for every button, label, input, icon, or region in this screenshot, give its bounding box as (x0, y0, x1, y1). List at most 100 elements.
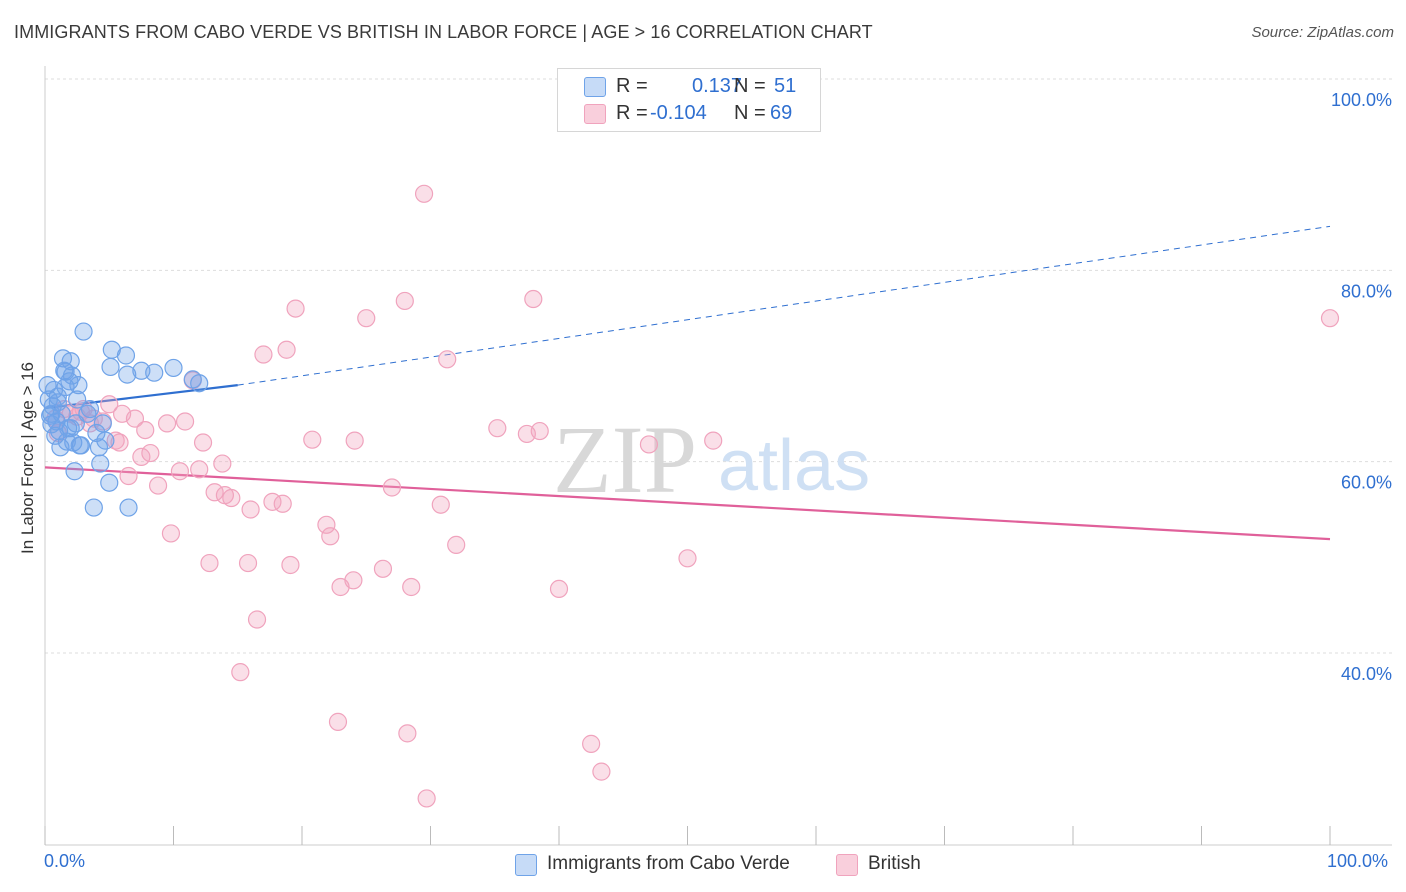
watermark-zip: ZIP (553, 406, 697, 513)
legend-label-cabo-verde: Immigrants from Cabo Verde (547, 853, 790, 874)
point-british (241, 500, 260, 519)
point-cabo-verde (93, 414, 112, 433)
point-cabo-verde (42, 404, 61, 423)
legend-swatch-blue (515, 854, 537, 876)
x-tick-max: 100.0% (1327, 851, 1389, 871)
y-tick-label: 60.0% (1341, 473, 1392, 493)
point-british (175, 412, 195, 431)
point-british (254, 345, 273, 364)
point-british (247, 610, 267, 629)
point-british (344, 571, 363, 590)
point-cabo-verde (48, 387, 67, 406)
point-british (277, 340, 296, 359)
point-british (395, 291, 414, 311)
point-british (100, 395, 119, 414)
point-british (273, 494, 292, 513)
point-british (119, 466, 138, 486)
point-british (438, 350, 457, 369)
trend-line-cabo-verde-dashed (237, 225, 1331, 386)
point-cabo-verde (65, 462, 84, 481)
watermark-atlas: atlas (718, 426, 870, 506)
legend-r-label: R = (616, 75, 648, 97)
point-british (161, 524, 181, 543)
source-label: Source: ZipAtlas.com (1251, 24, 1394, 41)
y-axis-label: In Labor Force | Age > 16 (18, 361, 37, 555)
point-cabo-verde (56, 362, 75, 381)
axes (44, 66, 1392, 846)
point-british (639, 435, 659, 454)
legend-swatch-pink (584, 104, 606, 124)
point-british (345, 431, 364, 450)
point-british (524, 289, 543, 309)
point-british (281, 555, 300, 575)
point-british (402, 577, 421, 597)
points-british (46, 184, 1340, 808)
point-cabo-verde (84, 498, 103, 517)
point-cabo-verde (61, 419, 80, 438)
point-cabo-verde (71, 436, 91, 455)
gridlines (45, 78, 1392, 654)
y-tick-labels: 40.0% 60.0% 80.0% 100.0% (1331, 90, 1392, 684)
point-cabo-verde (116, 346, 136, 365)
point-british (549, 579, 569, 599)
point-cabo-verde (190, 374, 209, 393)
correlation-legend: R = 0.137 N = 51 R = -0.104 N = 69 (557, 68, 821, 132)
point-british (132, 447, 151, 466)
point-cabo-verde (164, 358, 183, 378)
point-british (238, 553, 258, 573)
point-british (148, 476, 168, 495)
x-tick-min: 0.0% (44, 851, 86, 871)
y-tick-label: 80.0% (1341, 281, 1392, 301)
point-cabo-verde (48, 393, 67, 412)
point-british (488, 419, 507, 438)
point-british (222, 488, 241, 508)
point-british (414, 184, 434, 203)
legend-swatch-blue (584, 77, 606, 97)
trend-line-cabo-verde (44, 225, 1331, 410)
point-british (317, 515, 336, 534)
point-british (592, 762, 611, 781)
point-cabo-verde (96, 431, 115, 450)
point-british (136, 420, 155, 440)
point-british (190, 460, 209, 479)
point-british (286, 299, 305, 318)
point-british (704, 431, 723, 450)
trend-line-british-solid (44, 466, 1331, 541)
points-cabo-verde (38, 322, 209, 517)
point-cabo-verde (101, 357, 120, 377)
legend-r-label: R = (616, 102, 648, 124)
point-british (205, 483, 224, 502)
point-british (447, 535, 466, 554)
legend-n-label: N = (734, 102, 766, 124)
point-british (357, 309, 376, 328)
point-british (530, 421, 549, 441)
point-cabo-verde (118, 365, 137, 384)
point-cabo-verde (119, 498, 138, 517)
legend-r-value: -0.104 (650, 102, 707, 124)
point-cabo-verde (68, 390, 87, 409)
point-british (328, 712, 348, 731)
point-cabo-verde (100, 473, 119, 492)
point-cabo-verde (145, 363, 164, 382)
point-british (678, 549, 697, 568)
point-british (1320, 309, 1340, 328)
point-cabo-verde (91, 454, 110, 473)
point-british (382, 478, 402, 497)
point-british (231, 663, 250, 682)
point-british (582, 734, 601, 753)
point-british (417, 789, 436, 808)
legend-n-value: 51 (774, 75, 797, 97)
point-cabo-verde (61, 352, 80, 371)
legend-r-value: 0.137 (692, 75, 743, 97)
point-british (157, 414, 177, 433)
point-british (200, 553, 219, 573)
point-cabo-verde (80, 399, 100, 419)
point-cabo-verde (78, 404, 97, 423)
point-british (398, 724, 417, 743)
legend-swatch-pink (836, 854, 858, 876)
point-cabo-verde (74, 322, 93, 341)
point-british (303, 430, 322, 449)
watermark: ZIP atlas (553, 406, 870, 513)
point-cabo-verde (69, 376, 88, 395)
